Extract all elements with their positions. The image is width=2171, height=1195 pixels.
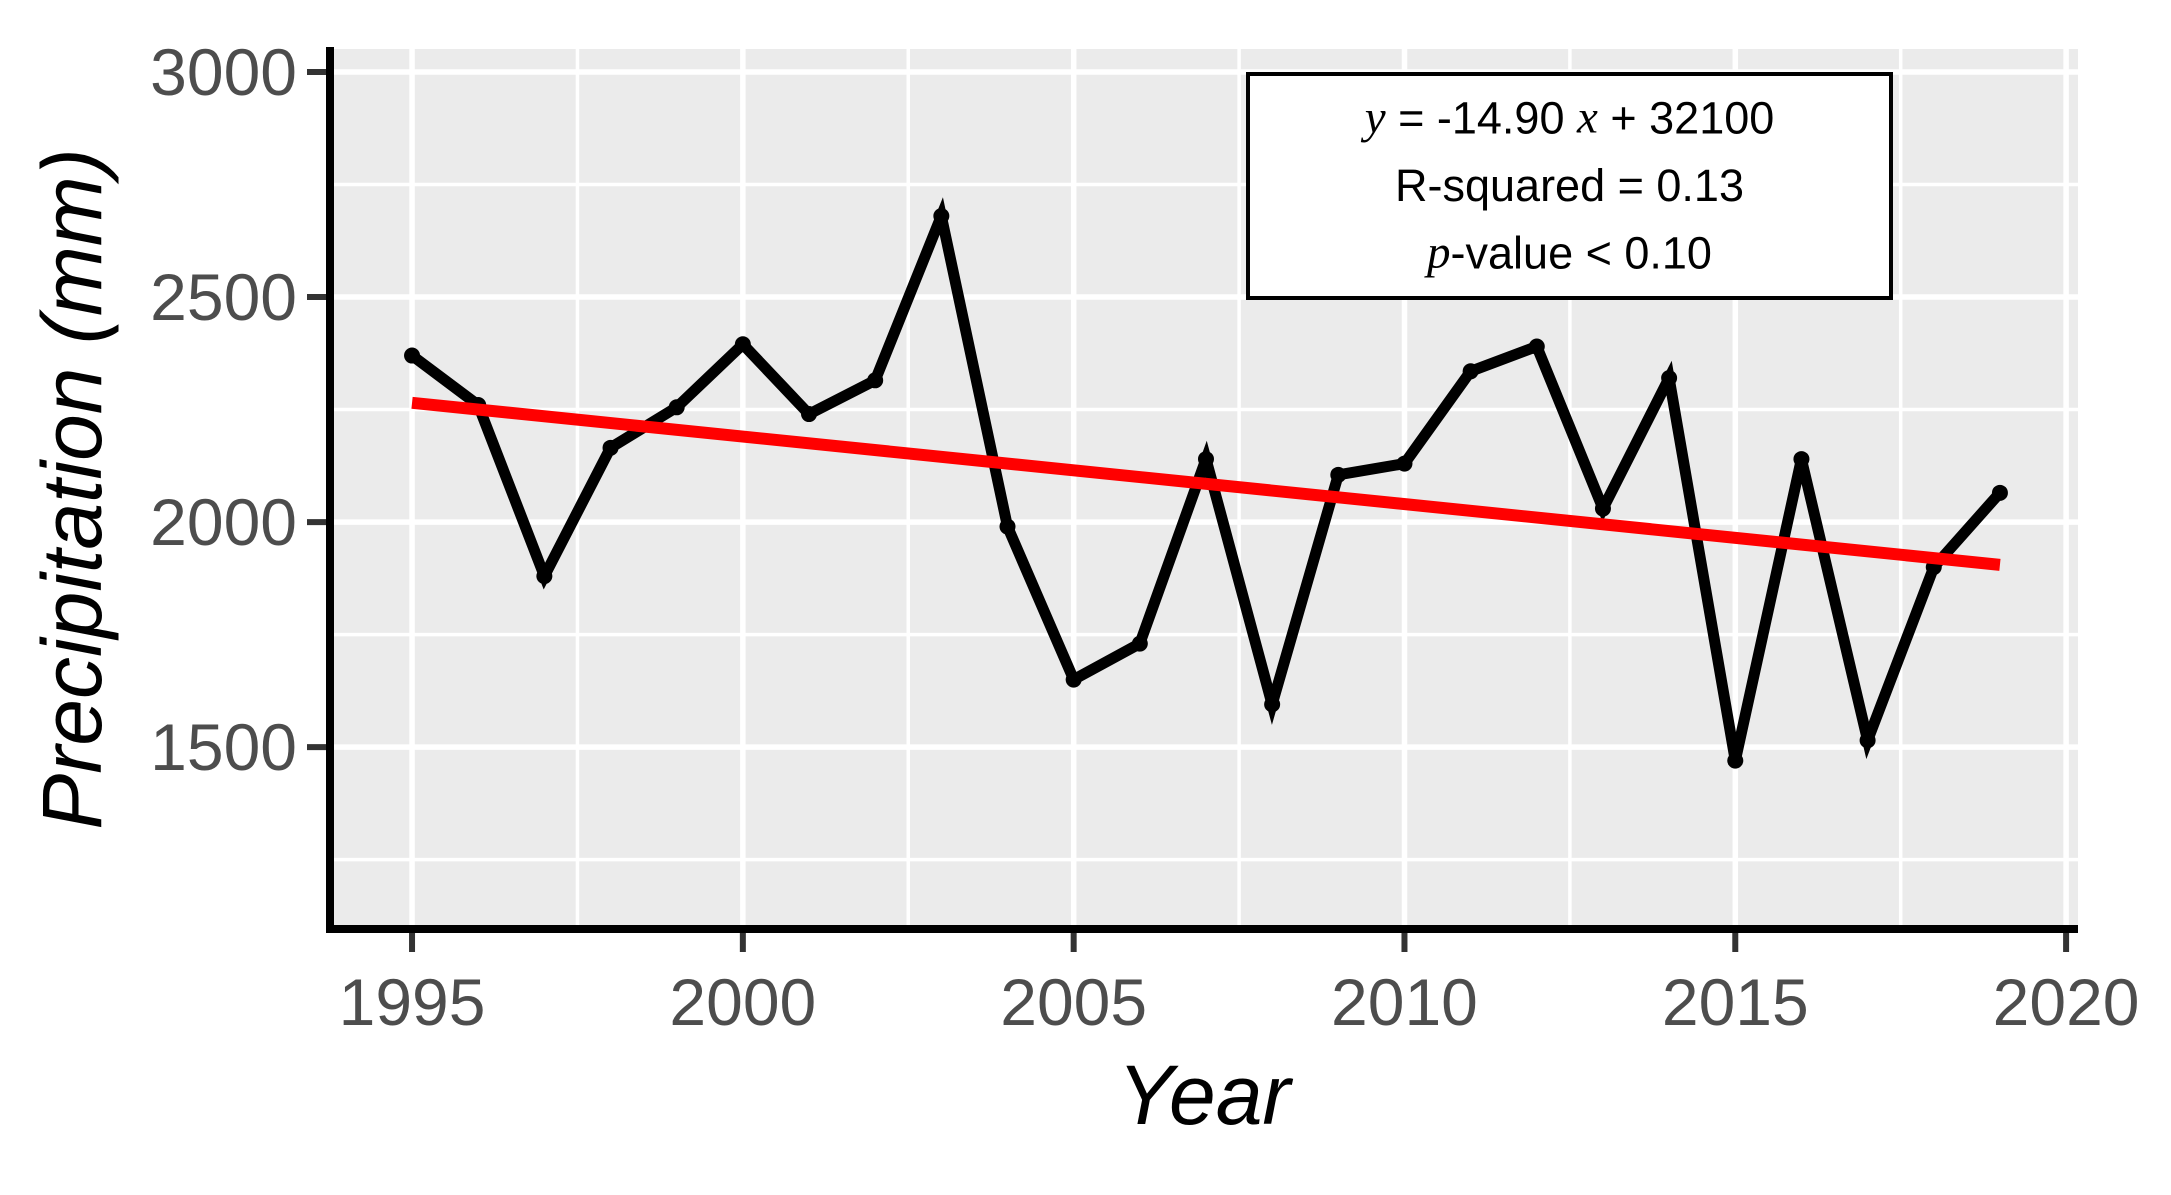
data-point [1859, 732, 1876, 749]
y-axis-title: Precipitation (mm) [25, 148, 119, 829]
data-point [999, 518, 1016, 535]
data-point [1264, 696, 1281, 713]
y-tick-label: 3000 [150, 35, 297, 109]
data-point [734, 336, 751, 353]
data-point [1330, 466, 1347, 483]
x-tick-label: 2000 [669, 965, 816, 1039]
data-point [801, 406, 818, 423]
x-axis-title: Year [1118, 1048, 1294, 1142]
data-point [404, 347, 421, 364]
data-point [1065, 671, 1082, 688]
data-point [1661, 370, 1678, 387]
data-point [1727, 752, 1744, 769]
x-axis-ticks: 1995 2000 2005 2010 2015 2020 [339, 933, 2140, 1039]
y-tick-label: 1500 [150, 710, 297, 784]
y-tick-label: 2500 [150, 260, 297, 334]
data-point [536, 568, 553, 585]
annotation-p-value: p-value < 0.10 [1424, 227, 1712, 279]
x-tick-label: 2005 [1000, 965, 1147, 1039]
data-point [1528, 338, 1545, 355]
annotation-r-squared: R-squared = 0.13 [1395, 160, 1744, 211]
data-point [1197, 451, 1214, 468]
x-tick-label: 2020 [1993, 965, 2140, 1039]
regression-annotation: y = -14.90 x + 32100 R-squared = 0.13 p-va… [1246, 72, 1893, 300]
data-point [933, 207, 950, 224]
grid-major [330, 49, 2078, 929]
data-point [1462, 363, 1479, 380]
data-point [1396, 455, 1413, 472]
data-point [1991, 484, 2008, 501]
annotation-equation: y = -14.90 x + 32100 [1361, 92, 1775, 144]
x-tick-label: 2010 [1331, 965, 1478, 1039]
data-point [1594, 500, 1611, 517]
y-tick-label: 2000 [150, 485, 297, 559]
trend-line [411, 396, 2001, 571]
data-point [602, 439, 619, 456]
data-point [1131, 635, 1148, 652]
data-point [668, 399, 685, 416]
data-points [404, 207, 2008, 769]
data-point [867, 372, 884, 389]
x-tick-label: 1995 [339, 965, 486, 1039]
x-tick-label: 2015 [1662, 965, 1809, 1039]
data-point [1793, 451, 1810, 468]
annotation-box [1246, 72, 1893, 300]
y-axis-ticks: 1500 2000 2500 3000 [150, 35, 326, 784]
